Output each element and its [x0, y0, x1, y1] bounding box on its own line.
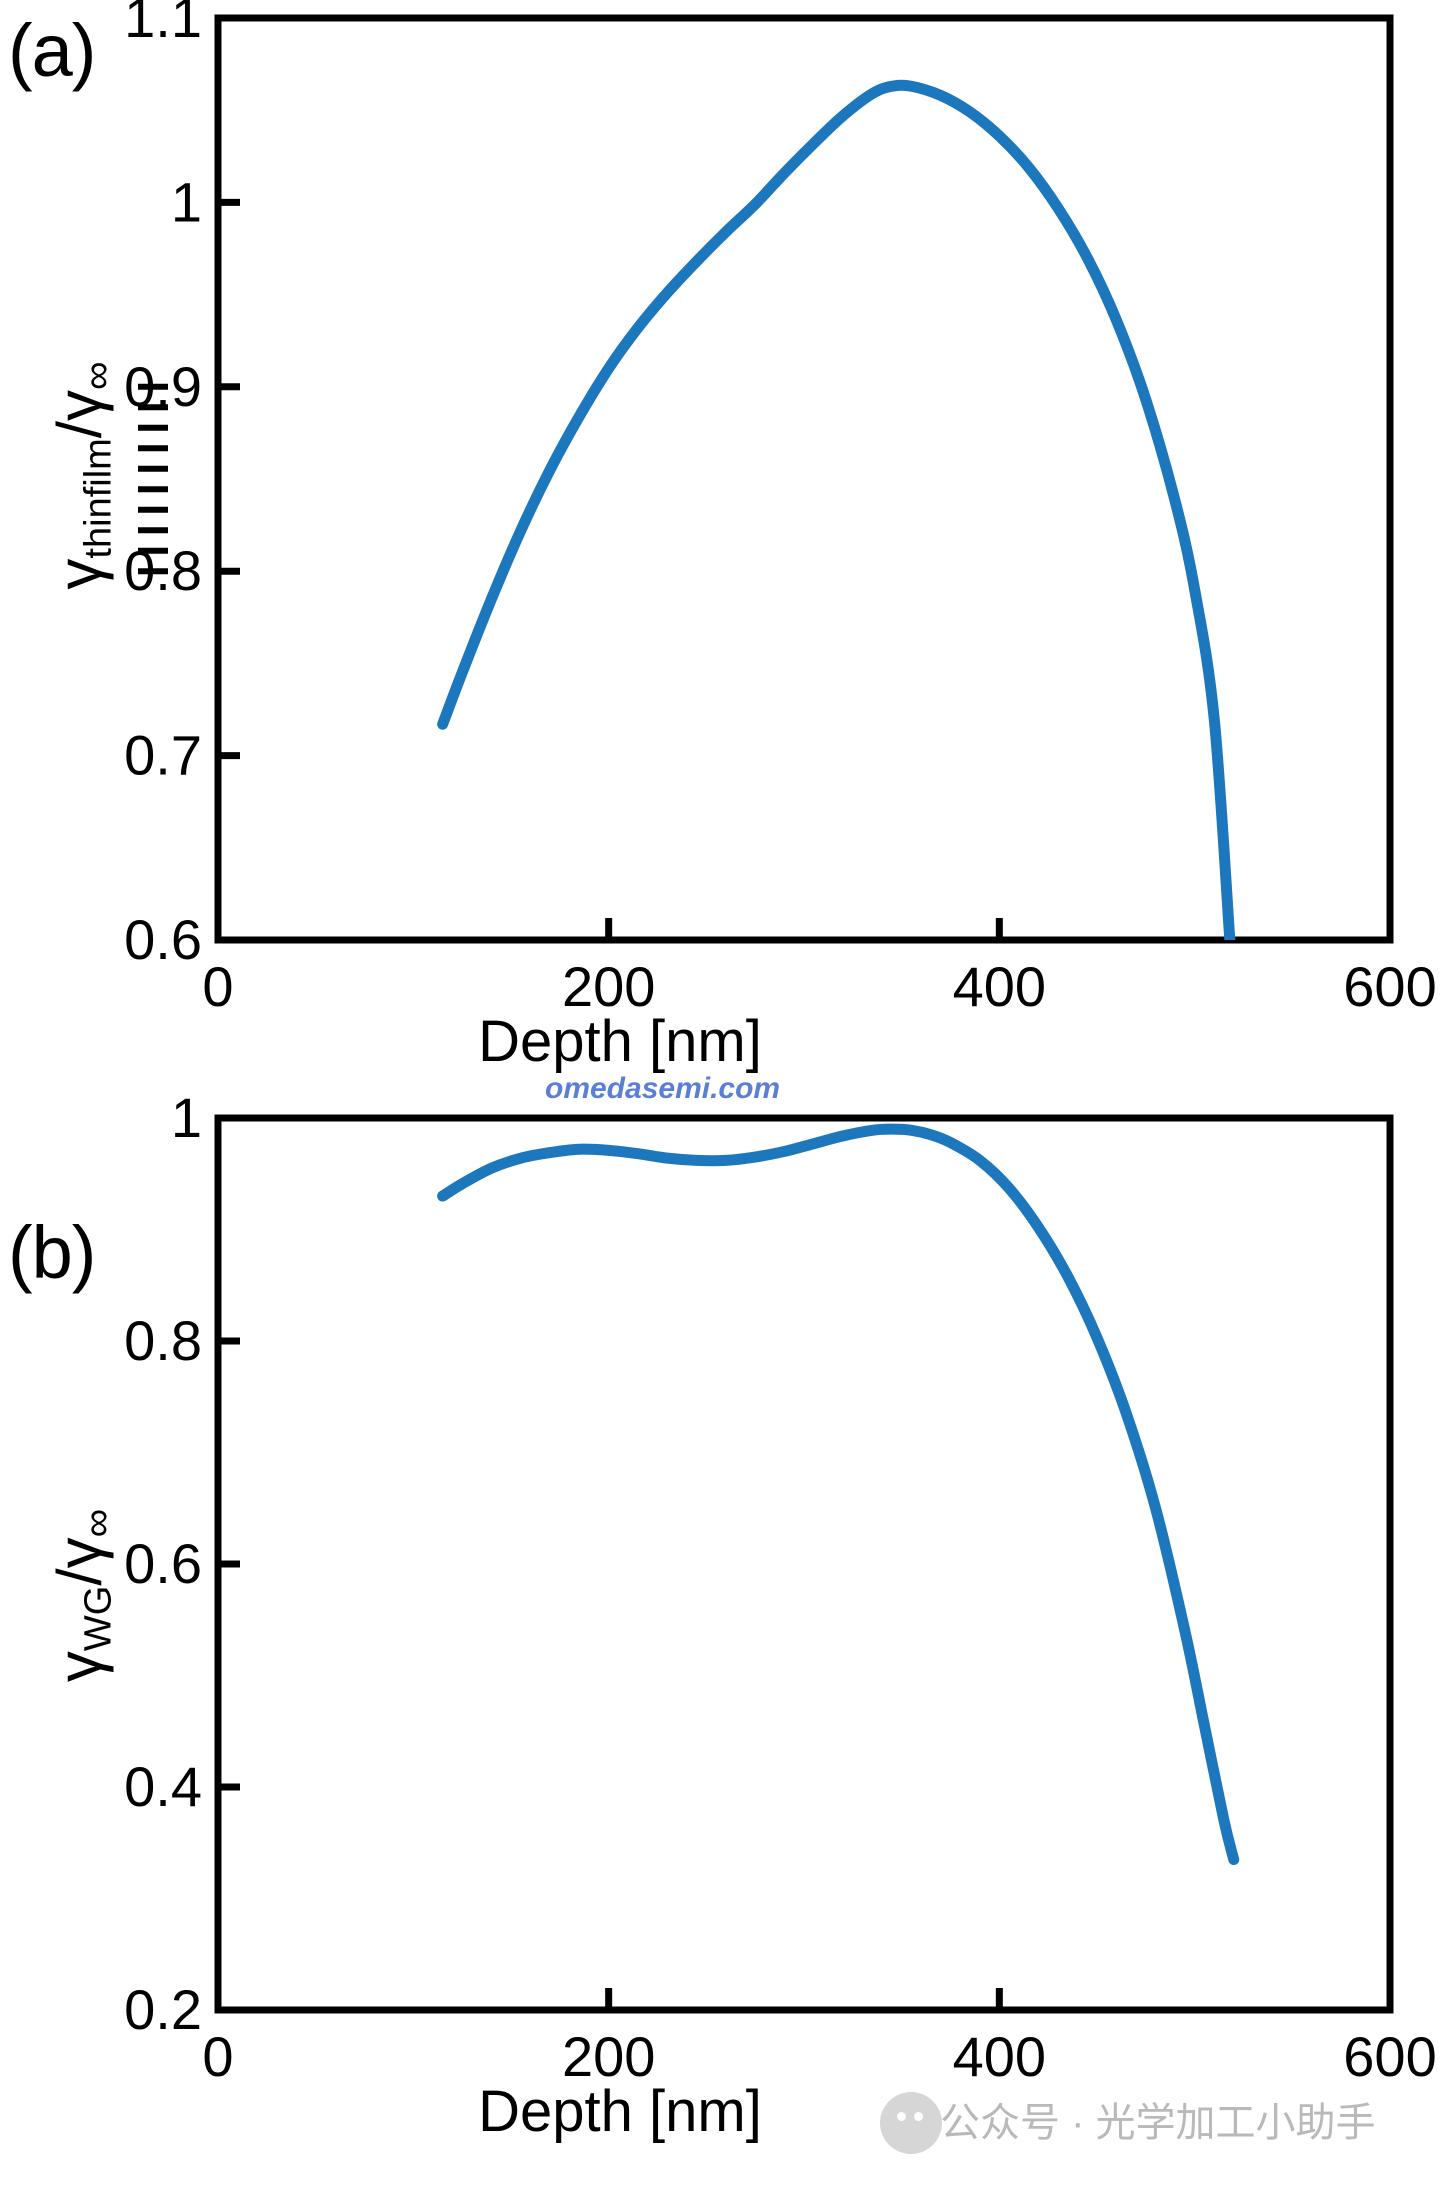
x-tick-label: 0	[202, 955, 233, 1018]
x-tick-label: 200	[562, 955, 655, 1018]
x-tick-label: 400	[953, 955, 1046, 1018]
x-tick-label: 400	[953, 2025, 1046, 2088]
y-tick-label: 0.7	[124, 724, 202, 787]
y-tick-label: 0.2	[124, 1978, 202, 2041]
y-tick-label: 1.1	[124, 0, 202, 49]
wechat-icon	[880, 2092, 942, 2154]
y-tick-label: 0.6	[124, 1532, 202, 1595]
y-tick-label: 0.4	[124, 1755, 202, 1818]
data-curve	[437, 79, 1236, 940]
data-curve	[437, 1123, 1240, 1865]
y-tick-label: 1	[171, 1086, 202, 1149]
x-tick-label: 0	[202, 2025, 233, 2088]
panel-b-letter: (b)	[8, 1211, 96, 1294]
panel-a-letter: (a)	[8, 9, 96, 92]
panel-b: (b) γWG/γ∞ 0.2 0.4 0.6 0.8 1 0 200 400 600 Depth…	[0, 1072, 1445, 2187]
panel-a-x-axis-label: Depth [nm]	[478, 1009, 762, 1074]
y-tick-label: 0.6	[124, 908, 202, 971]
panel-a-plot: 0.60.70.80.911.10 200 400 600	[124, 0, 1437, 1018]
y-tick-label: 0.8	[124, 1309, 202, 1372]
watermark-omedasemi: omedasemi.com	[545, 1072, 781, 1105]
panel-b-x-axis-label: Depth [nm]	[478, 2079, 762, 2144]
panel-b-plot: 0.2 0.4 0.6 0.8 1 0 200 400 600	[124, 1086, 1437, 2088]
watermark-wechat-account: 公众号 · 光学加工小助手	[940, 2101, 1376, 2145]
x-tick-label: 600	[1343, 955, 1436, 1018]
panel-a: (a) γthinfilm/γ∞ 0.6 0.7 0.8 0.9 1 1.1 0 200 400…	[0, 0, 1445, 1080]
x-tick-label: 600	[1343, 2025, 1436, 2088]
x-tick-label: 200	[562, 2025, 655, 2088]
y-tick-label: 1	[171, 170, 202, 233]
